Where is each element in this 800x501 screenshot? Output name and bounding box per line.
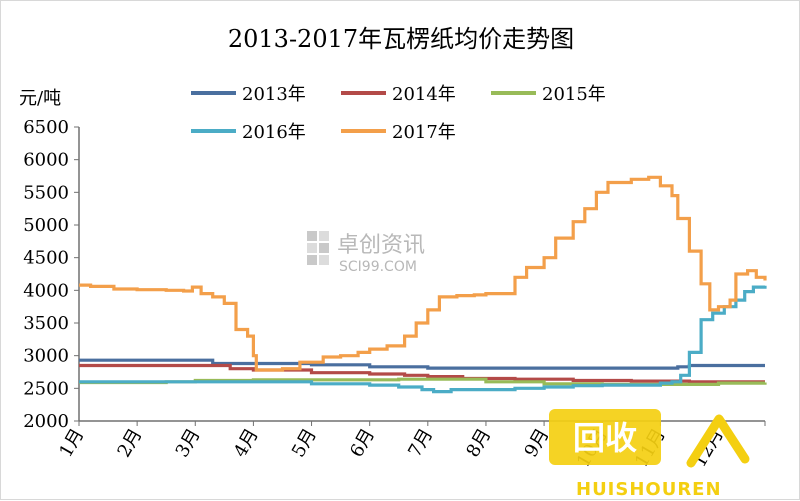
series-line-2017年 (79, 175, 767, 372)
watermark-sub: SCI99.COM (339, 259, 417, 275)
y-tick-label: 6500 (23, 117, 69, 138)
x-tick-label: 6月 (346, 425, 379, 461)
legend-label: 2013年 (242, 84, 306, 105)
huishouren-logo: 回收 HUISHOUREN (549, 409, 750, 500)
x-tick-label: 2月 (114, 425, 147, 461)
legend-item-2013年: 2013年 (191, 84, 306, 105)
y-tick-label: 2500 (23, 378, 69, 399)
y-tick-label: 6000 (23, 150, 69, 171)
y-tick-label: 3500 (23, 313, 69, 334)
series-line-2013年 (79, 358, 765, 370)
legend-item-2016年: 2016年 (191, 122, 306, 143)
y-tick-label: 3000 (23, 346, 69, 367)
legend: 2013年 2014年 2015年 2016年 2017年 (191, 84, 606, 143)
watermark: 卓创资讯 SCI99.COM (307, 231, 425, 275)
watermark-main: 卓创资讯 (337, 233, 425, 258)
x-tick-label: 3月 (172, 425, 205, 461)
y-tick-label: 4500 (23, 248, 69, 269)
x-tick-label: 5月 (288, 425, 321, 461)
y-tick-label: 5000 (23, 215, 69, 236)
x-tick-label: 4月 (230, 425, 263, 461)
legend-label: 2017年 (392, 122, 456, 143)
legend-item-2015年: 2015年 (491, 84, 606, 105)
series-lines (79, 175, 767, 394)
unit-label: 元/吨 (19, 88, 61, 109)
chart-title: 2013-2017年瓦楞纸均价走势图 (228, 25, 574, 53)
x-tick-label: 7月 (404, 425, 437, 461)
x-tick-label: 9月 (521, 425, 554, 461)
legend-label: 2015年 (542, 84, 606, 105)
legend-item-2017年: 2017年 (341, 122, 456, 143)
y-tick-label: 4000 (23, 280, 69, 301)
y-tick-label: 2000 (23, 411, 69, 432)
legend-label: 2016年 (242, 122, 306, 143)
series-line-2014年 (79, 363, 765, 384)
logo-badge (549, 409, 661, 465)
logo-sub-text: HUISHOUREN (576, 479, 722, 500)
legend-item-2014年: 2014年 (341, 84, 456, 105)
legend-label: 2014年 (392, 84, 456, 105)
logo-main-text: 回收 (573, 419, 637, 457)
logo-arrow-icon (686, 414, 750, 468)
x-tick-label: 8月 (462, 425, 495, 461)
y-tick-label: 5500 (23, 182, 69, 203)
watermark-logo-icon (307, 231, 329, 265)
